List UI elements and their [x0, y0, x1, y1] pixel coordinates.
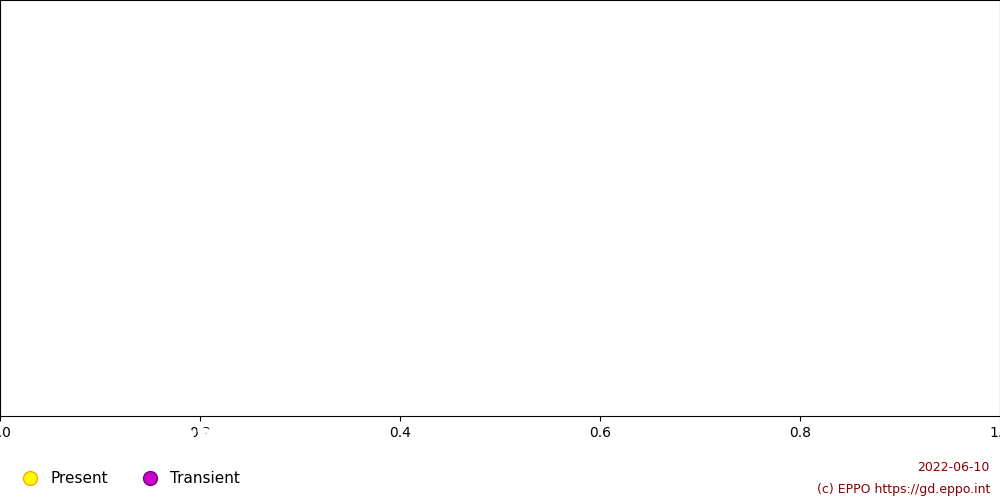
Text: Bemisia tabaci (BEMITA): Bemisia tabaci (BEMITA) [10, 422, 391, 450]
Text: Transient: Transient [170, 471, 240, 486]
Text: (c) EPPO https://gd.eppo.int: (c) EPPO https://gd.eppo.int [817, 483, 990, 496]
Text: 2022-06-10: 2022-06-10 [918, 461, 990, 473]
Text: Present: Present [50, 471, 108, 486]
